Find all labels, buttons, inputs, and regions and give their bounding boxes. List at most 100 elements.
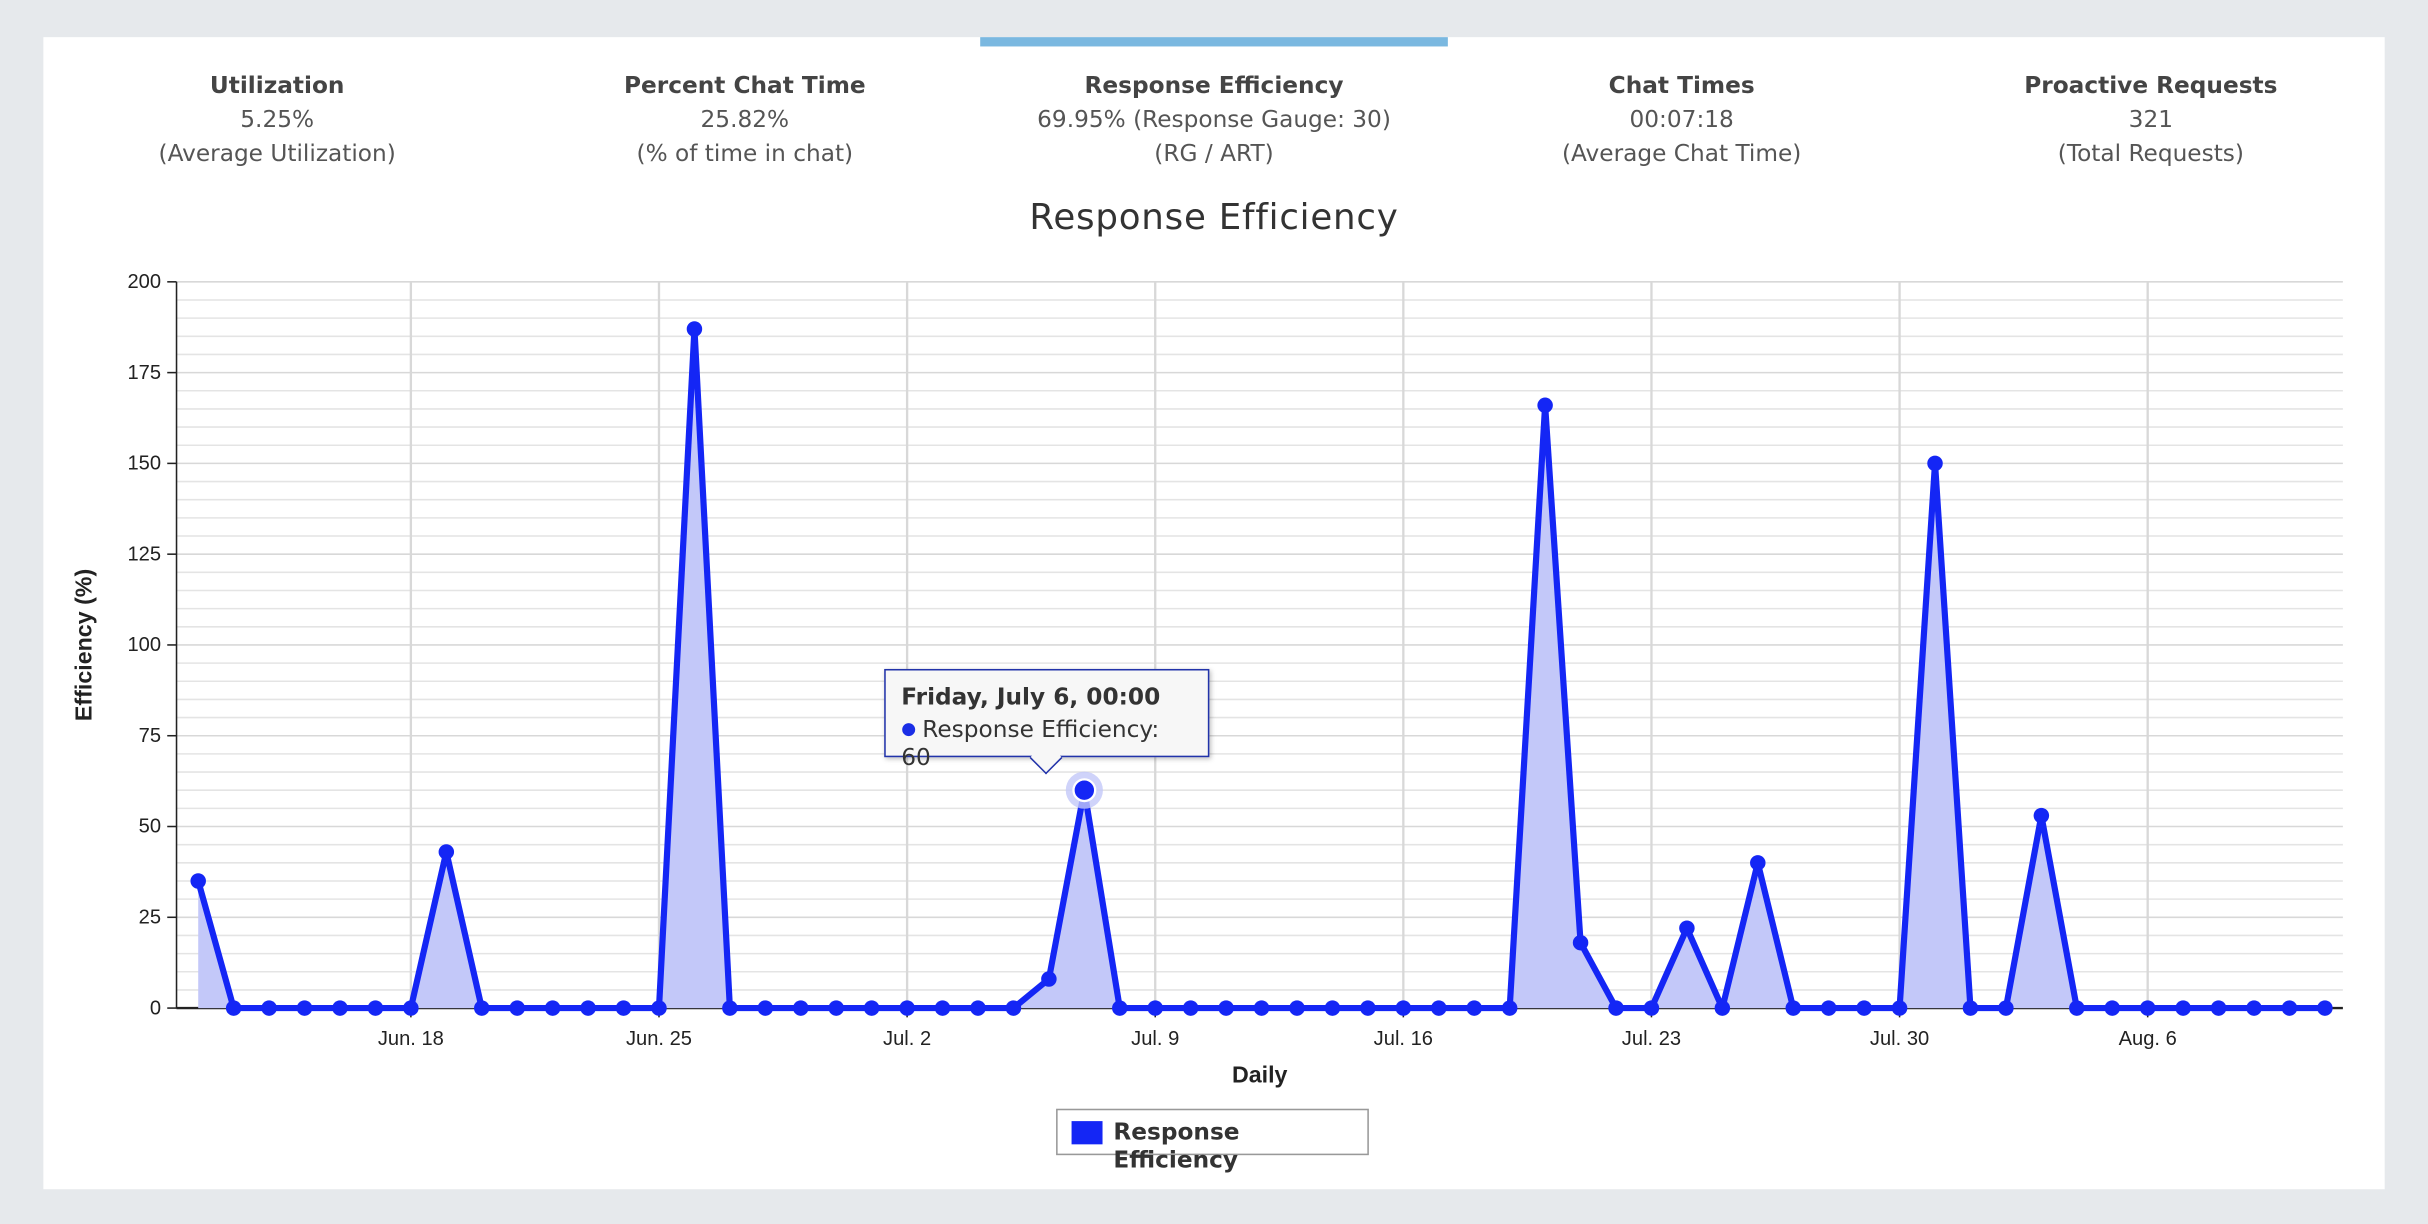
data-point bbox=[1679, 920, 1695, 936]
data-point bbox=[544, 1000, 561, 1016]
tooltip-text: Response Efficiency: 60 bbox=[901, 715, 1160, 772]
stat-title: Proactive Requests bbox=[2024, 71, 2278, 100]
stat-value: 00:07:18 bbox=[1629, 105, 1734, 134]
x-tick-label: Jul. 23 bbox=[1622, 1028, 1681, 1050]
data-point bbox=[1112, 1000, 1128, 1016]
y-tick-label: 25 bbox=[139, 906, 161, 928]
data-point bbox=[757, 1000, 774, 1016]
efficiency-chart: 0 25 50 75 100 125 150 175 200 Jun. 18 Jun. 25 Jul.… bbox=[70, 271, 2343, 1087]
legend-label: Response Efficiency bbox=[1113, 1118, 1240, 1174]
data-point bbox=[1218, 1000, 1234, 1016]
data-point bbox=[1431, 1000, 1447, 1016]
x-tick-label: Jul. 16 bbox=[1374, 1028, 1433, 1050]
stat-note: (Average Chat Time) bbox=[1561, 139, 1802, 168]
data-point bbox=[1785, 1000, 1801, 1016]
data-point bbox=[2033, 807, 2050, 824]
stat-proactive-requests[interactable]: Proactive Requests 321 (Total Requests) bbox=[1917, 37, 2385, 192]
tooltip-title: Friday, July 6, 00:00 bbox=[901, 682, 1161, 711]
stat-value: 5.25% bbox=[240, 105, 315, 134]
tooltip-line: ● Response Efficiency: 60 bbox=[901, 715, 1192, 771]
data-point bbox=[651, 1000, 667, 1016]
legend-swatch bbox=[1071, 1121, 1103, 1145]
data-point bbox=[1147, 1000, 1163, 1016]
data-point bbox=[1395, 1000, 1412, 1016]
data-point bbox=[1501, 1000, 1518, 1016]
data-point bbox=[1253, 1000, 1270, 1016]
data-point bbox=[438, 844, 455, 860]
x-tick-label: Jul. 2 bbox=[883, 1028, 931, 1050]
stat-chat-times[interactable]: Chat Times 00:07:18 (Average Chat Time) bbox=[1448, 37, 1916, 192]
data-point bbox=[828, 1000, 844, 1016]
data-point bbox=[1324, 1000, 1341, 1016]
stat-value: 69.95% (Response Gauge: 30) bbox=[1037, 105, 1391, 134]
stat-response-efficiency[interactable]: Response Efficiency 69.95% (Response Gau… bbox=[980, 37, 1448, 192]
x-tick-label: Aug. 6 bbox=[2119, 1028, 2177, 1050]
x-tick-label: Jun. 18 bbox=[378, 1028, 444, 1050]
stat-title: Response Efficiency bbox=[1084, 71, 1344, 100]
data-point bbox=[225, 1000, 242, 1016]
y-tick-label: 50 bbox=[139, 816, 161, 838]
stat-percent-chat-time[interactable]: Percent Chat Time 25.82% (% of time in c… bbox=[511, 37, 979, 192]
data-point bbox=[1891, 1000, 1908, 1016]
active-tab-indicator bbox=[980, 37, 1448, 47]
data-point bbox=[2246, 1000, 2262, 1016]
data-point bbox=[403, 1000, 419, 1016]
series-area bbox=[198, 329, 2325, 1009]
data-point bbox=[1537, 397, 1553, 414]
stat-utilization[interactable]: Utilization 5.25% (Average Utilization) bbox=[43, 37, 511, 192]
data-point bbox=[2104, 1000, 2120, 1016]
data-point bbox=[1005, 1000, 1022, 1016]
stat-note: (Average Utilization) bbox=[158, 139, 396, 168]
data-point bbox=[1466, 1000, 1482, 1016]
data-point bbox=[1962, 1000, 1979, 1016]
data-point bbox=[686, 321, 703, 337]
y-tick-label: 100 bbox=[127, 634, 161, 656]
data-point bbox=[1289, 1000, 1305, 1016]
chart-title: Response Efficiency bbox=[1029, 198, 1399, 239]
y-tick-label: 0 bbox=[150, 997, 161, 1019]
stat-note: (Total Requests) bbox=[2057, 139, 2244, 168]
chart-legend[interactable]: Response Efficiency bbox=[1056, 1108, 1369, 1174]
y-tick-label: 75 bbox=[139, 725, 161, 747]
data-point bbox=[934, 1000, 951, 1016]
data-point bbox=[970, 1000, 986, 1016]
stat-title: Chat Times bbox=[1608, 71, 1755, 100]
y-axis-title: Efficiency (%) bbox=[70, 569, 96, 721]
data-point bbox=[1998, 1000, 2014, 1016]
data-point bbox=[2069, 1000, 2085, 1016]
x-axis-title: Daily bbox=[1232, 1061, 1288, 1087]
x-tick-label: Jul. 9 bbox=[1131, 1028, 1179, 1050]
stat-title: Utilization bbox=[209, 71, 345, 100]
data-point bbox=[1360, 1000, 1376, 1016]
data-point bbox=[863, 1000, 880, 1016]
data-point bbox=[580, 1000, 596, 1016]
data-point bbox=[1856, 1000, 1872, 1016]
data-point bbox=[1608, 1000, 1624, 1016]
stat-value: 321 bbox=[2128, 105, 2174, 134]
data-point bbox=[190, 873, 206, 889]
data-point bbox=[2317, 1000, 2333, 1016]
data-point bbox=[2281, 1000, 2298, 1016]
y-tick-label: 200 bbox=[127, 271, 161, 293]
data-point bbox=[2175, 1000, 2191, 1016]
data-point bbox=[261, 1000, 277, 1016]
data-point bbox=[899, 1000, 915, 1016]
highlight-point bbox=[1072, 778, 1097, 803]
data-point bbox=[1572, 934, 1589, 951]
series-line bbox=[195, 325, 2325, 1012]
data-point bbox=[1643, 1000, 1660, 1016]
tooltip-series-dot: ● bbox=[901, 718, 917, 739]
data-point bbox=[332, 1000, 348, 1016]
stats-row: Utilization 5.25% (Average Utilization) … bbox=[43, 37, 2384, 192]
y-tick-label: 125 bbox=[127, 543, 161, 565]
data-point bbox=[2139, 1000, 2156, 1016]
data-point bbox=[793, 1000, 809, 1016]
data-point bbox=[296, 1000, 313, 1016]
x-tick-label: Jun. 25 bbox=[626, 1028, 692, 1050]
stat-note: (% of time in chat) bbox=[636, 139, 854, 168]
data-point bbox=[509, 1000, 525, 1016]
data-point bbox=[1820, 1000, 1837, 1016]
data-point bbox=[367, 1000, 384, 1016]
data-point bbox=[1182, 1000, 1199, 1016]
report-panel: Utilization 5.25% (Average Utilization) … bbox=[43, 37, 2385, 1190]
